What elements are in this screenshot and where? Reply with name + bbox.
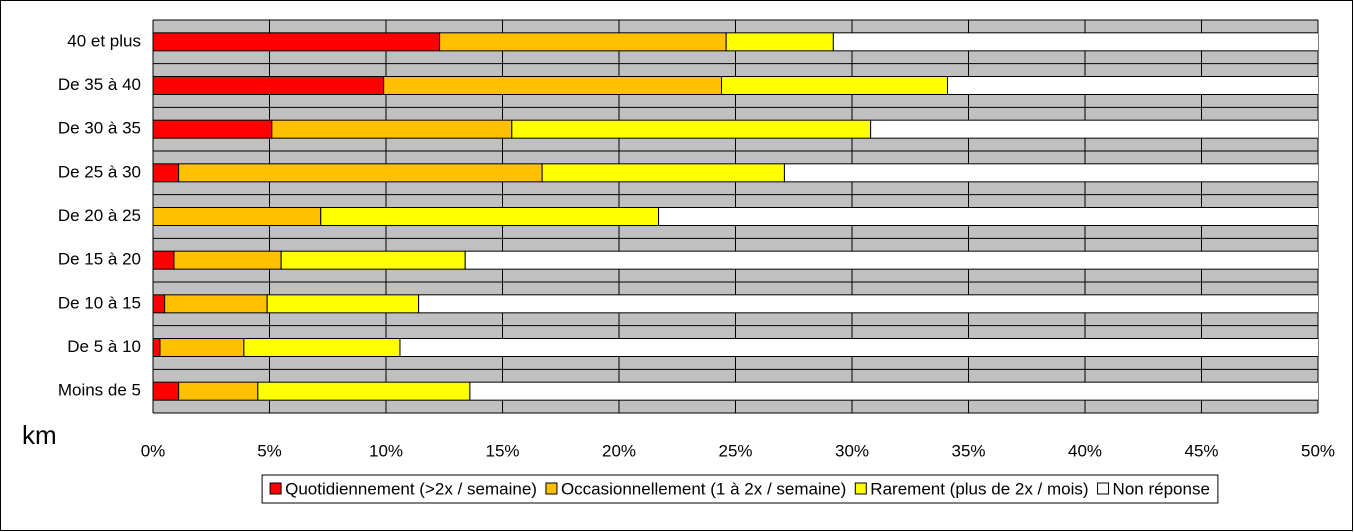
legend-label: Rarement (plus de 2x / mois)	[870, 479, 1088, 498]
y-tick-label: De 15 à 20	[58, 250, 141, 269]
bar-segment	[266, 294, 420, 314]
bar-segment	[159, 338, 245, 357]
y-tick-label: De 30 à 35	[58, 119, 141, 138]
y-tick-label: De 20 à 25	[58, 206, 141, 225]
legend-label: Quotidiennement (>2x / semaine)	[285, 479, 537, 498]
y-tick-label: De 5 à 10	[67, 337, 141, 356]
bar-segment	[153, 32, 441, 52]
legend-swatch	[269, 482, 282, 495]
legend-swatch	[1097, 482, 1110, 495]
bar-segment	[383, 76, 723, 95]
bar-segment	[271, 119, 513, 139]
legend-swatch	[854, 482, 867, 495]
x-tick-label: 30%	[835, 441, 869, 460]
bar-segment	[658, 207, 1318, 226]
x-tick-label: 50%	[1301, 441, 1335, 460]
legend: Quotidiennement (>2x / semaine) Occasionn…	[261, 474, 1219, 504]
bar-segment	[173, 250, 282, 270]
y-axis-label: km	[22, 420, 57, 450]
x-tick-label: 20%	[602, 441, 636, 460]
x-tick-label: 5%	[257, 441, 282, 460]
y-tick-label: De 25 à 30	[58, 162, 141, 181]
bar-segment	[947, 76, 1318, 95]
bar-segment	[243, 338, 401, 357]
bar-segment	[783, 163, 1318, 183]
bar-segment	[464, 250, 1318, 270]
y-tick-label: 40 et plus	[67, 31, 141, 50]
y-tick-label: De 35 à 40	[58, 75, 141, 94]
bar-segment	[164, 294, 268, 314]
bar-segment	[153, 207, 322, 226]
bar-segment	[153, 250, 175, 270]
y-tick-label: De 10 à 15	[58, 293, 141, 312]
bar-segment	[153, 163, 180, 183]
legend-swatch	[545, 482, 558, 495]
bar-segment	[153, 338, 161, 357]
bar-segment	[721, 76, 949, 95]
legend-label: Occasionnellement (1 à 2x / semaine)	[561, 479, 846, 498]
x-tick-label: 10%	[369, 441, 403, 460]
bar-segment	[320, 207, 660, 226]
x-tick-label: 35%	[951, 441, 985, 460]
x-tick-label: 0%	[141, 441, 166, 460]
bar-segment	[153, 119, 273, 139]
bar-segment	[178, 163, 543, 183]
y-tick-label: Moins de 5	[58, 381, 141, 400]
x-tick-label: 25%	[718, 441, 752, 460]
bars	[153, 32, 1318, 401]
bar-segment	[418, 294, 1318, 314]
bar-segment	[257, 381, 471, 401]
bar-segment	[178, 381, 259, 401]
bar-segment	[153, 381, 180, 401]
x-tick-label: 45%	[1184, 441, 1218, 460]
legend-label: Non réponse	[1113, 479, 1210, 498]
bar-segment	[511, 119, 872, 139]
x-tick-label: 15%	[485, 441, 519, 460]
x-tick-label: 40%	[1068, 441, 1102, 460]
bar-segment	[280, 250, 466, 270]
bar-segment	[469, 381, 1318, 401]
bar-segment	[870, 119, 1318, 139]
bar-segment	[399, 338, 1318, 357]
bar-segment	[832, 32, 1318, 52]
bar-segment	[153, 294, 166, 314]
bar-segment	[439, 32, 727, 52]
legend-box	[261, 474, 1219, 504]
bar-segment	[153, 76, 385, 95]
bar-segment	[541, 163, 785, 183]
bar-segment	[725, 32, 834, 52]
